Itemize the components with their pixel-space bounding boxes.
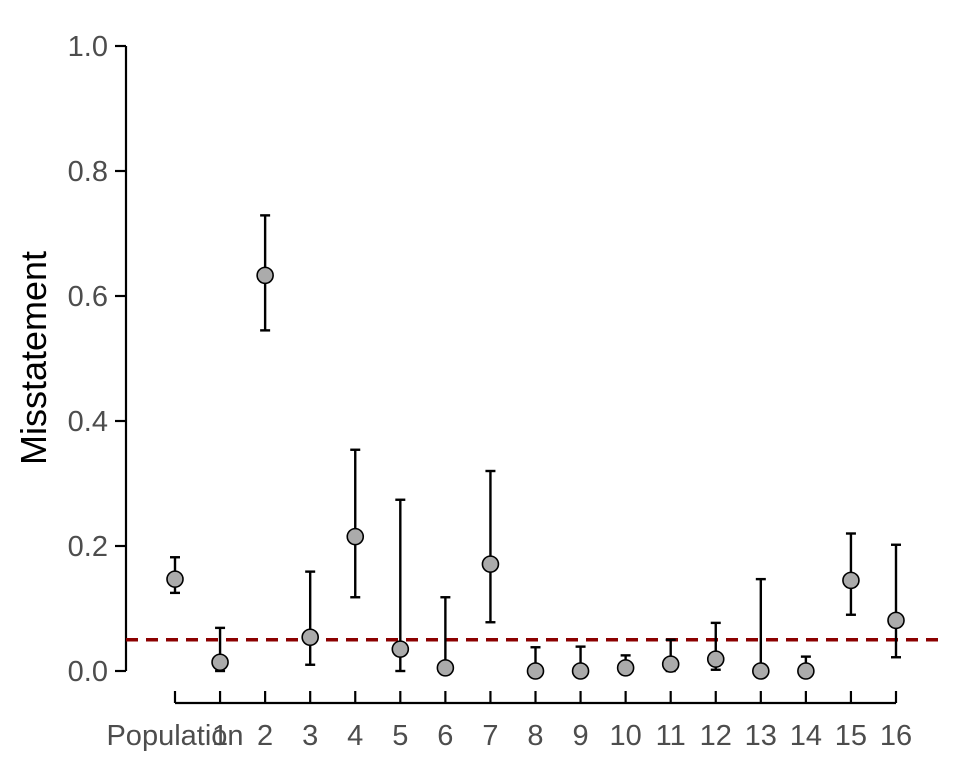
- data-point: [706, 650, 725, 668]
- data-point: [436, 659, 455, 677]
- x-tick-label: 10: [609, 720, 641, 752]
- data-point: [526, 662, 545, 680]
- y-tick-label: 0.0: [68, 656, 108, 688]
- x-tick-label: 15: [835, 720, 867, 752]
- data-points: [166, 266, 905, 680]
- x-tick-label: 4: [347, 720, 363, 752]
- x-tick-label: 6: [437, 720, 453, 752]
- x-tick-label: 11: [656, 720, 686, 752]
- error-bar: [305, 570, 316, 666]
- data-point: [797, 662, 815, 680]
- data-point: [481, 555, 500, 573]
- y-tick-label: 1.0: [68, 31, 108, 63]
- y-axis-title: Misstatement: [13, 251, 54, 465]
- x-tick-label: 13: [745, 720, 777, 752]
- y-tick-label: 0.6: [68, 281, 108, 313]
- data-point: [842, 571, 860, 590]
- error-bar: [485, 469, 496, 624]
- data-point: [391, 640, 410, 658]
- data-point: [661, 655, 680, 673]
- x-tick-label: 1: [212, 720, 228, 752]
- y-tick-label: 0.2: [68, 531, 108, 563]
- x-tick-label: 16: [880, 720, 912, 752]
- x-tick-label: 7: [482, 720, 498, 752]
- data-point: [752, 662, 770, 680]
- x-tick-label: 9: [572, 720, 588, 752]
- data-point: [346, 527, 365, 546]
- x-tick-label: 12: [700, 720, 732, 752]
- y-tick-label: 0.4: [68, 406, 108, 438]
- data-point: [256, 266, 274, 285]
- x-tick-label: 14: [790, 720, 822, 752]
- error-bars: [170, 214, 901, 673]
- data-point: [616, 659, 635, 677]
- data-point: [887, 611, 905, 630]
- x-tick-label: 5: [392, 720, 408, 752]
- data-point: [571, 662, 590, 680]
- x-tick-label: Population: [106, 720, 243, 752]
- x-tick-label: 2: [257, 720, 273, 752]
- error-bar: [755, 577, 766, 673]
- data-point: [166, 570, 184, 588]
- y-tick-label: 0.8: [68, 156, 108, 188]
- data-point: [301, 628, 319, 647]
- x-tick-label: 3: [302, 720, 318, 752]
- error-bar: [891, 543, 901, 659]
- x-tick-label: 8: [527, 720, 543, 752]
- error-bar: [350, 448, 361, 599]
- data-point: [211, 653, 229, 672]
